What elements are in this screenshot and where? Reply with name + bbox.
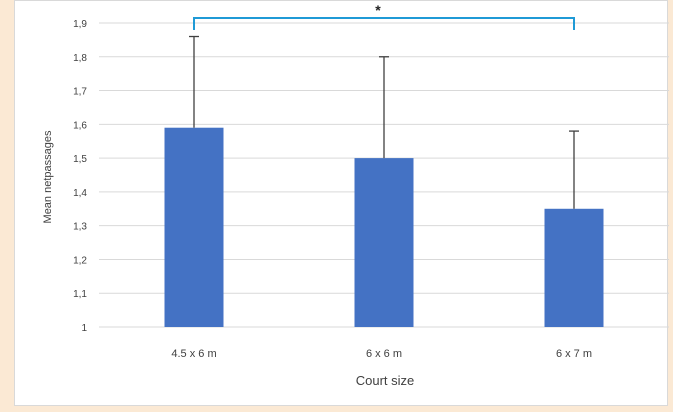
y-tick-label: 1,9 — [73, 19, 87, 30]
error-bars — [189, 35, 579, 209]
y-tick-label: 1,1 — [73, 289, 87, 300]
y-tick-label: 1,4 — [73, 188, 87, 199]
x-axis-label: Court size — [356, 373, 415, 388]
bar — [354, 158, 414, 327]
chart-panel: 1 1,1 1,2 1,3 1,4 1,5 1,6 1,7 1,8 1,9 4.5 x 6 m 6 … — [14, 0, 669, 406]
bar — [164, 127, 224, 327]
y-axis-label: Mean netpassages — [42, 130, 54, 223]
bars — [164, 127, 604, 327]
y-tick-label: 1,2 — [73, 255, 87, 266]
x-axis-ticks: 4.5 x 6 m 6 x 6 m 6 x 7 m — [171, 348, 592, 360]
y-tick-label: 1,8 — [73, 53, 87, 64]
x-tick-label: 4.5 x 6 m — [171, 348, 216, 360]
y-axis-ticks: 1 1,1 1,2 1,3 1,4 1,5 1,6 1,7 1,8 1,9 — [73, 19, 87, 334]
significance-bracket: * — [193, 2, 575, 30]
y-tick-label: 1,6 — [73, 120, 87, 131]
y-tick-label: 1 — [81, 323, 87, 334]
x-tick-label: 6 x 6 m — [366, 348, 402, 360]
significance-line — [193, 17, 575, 30]
x-tick-label: 6 x 7 m — [556, 348, 592, 360]
y-tick-label: 1,5 — [73, 154, 87, 165]
y-tick-label: 1,3 — [73, 222, 87, 233]
significance-marker: * — [375, 2, 381, 18]
bar-chart: 1 1,1 1,2 1,3 1,4 1,5 1,6 1,7 1,8 1,9 4.5 x 6 m 6 … — [42, 2, 669, 388]
bar — [544, 208, 604, 327]
y-tick-label: 1,7 — [73, 87, 87, 98]
